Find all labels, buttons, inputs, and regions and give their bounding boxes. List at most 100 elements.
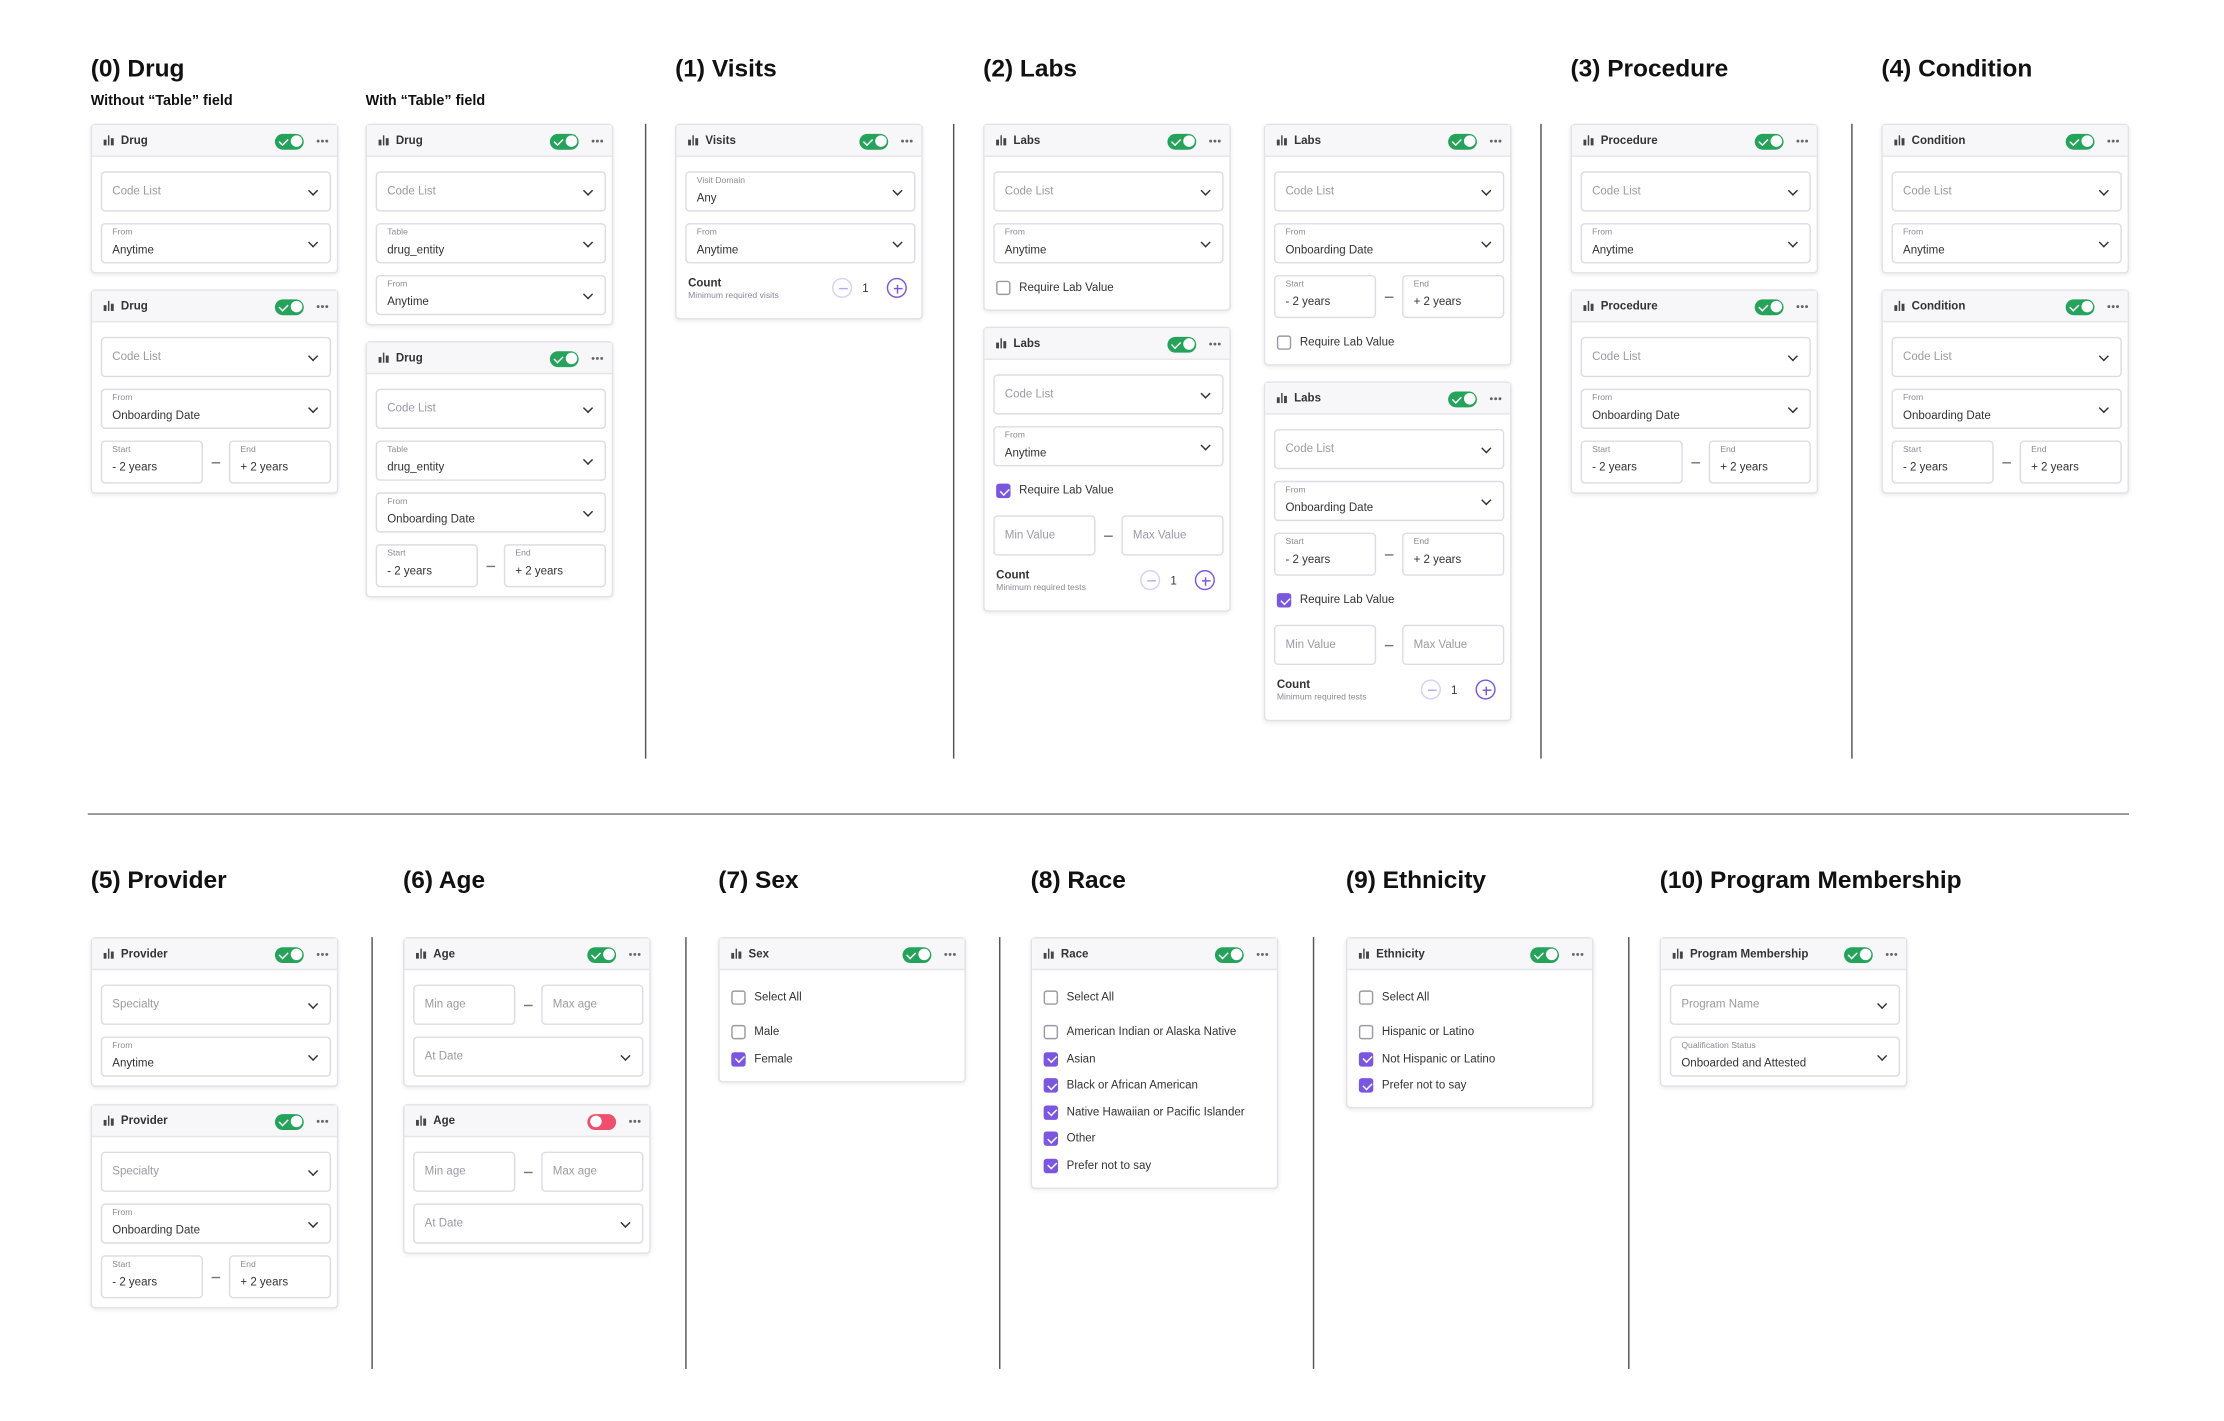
more-menu[interactable] bbox=[1209, 139, 1213, 143]
toggle[interactable] bbox=[1754, 133, 1784, 149]
checkbox[interactable] bbox=[731, 990, 746, 1005]
checkbox[interactable] bbox=[996, 483, 1011, 499]
checkbox[interactable] bbox=[731, 1024, 746, 1040]
input-field[interactable]: Start - 2 years bbox=[1273, 274, 1377, 319]
input-field[interactable]: Start - 2 years bbox=[375, 544, 478, 588]
select-field[interactable]: From Anytime bbox=[993, 426, 1224, 467]
toggle[interactable] bbox=[587, 1113, 617, 1130]
input-field[interactable]: End + 2 years bbox=[1708, 440, 1811, 484]
checkbox[interactable] bbox=[1043, 1078, 1059, 1093]
more-menu[interactable] bbox=[316, 305, 320, 309]
toggle[interactable] bbox=[859, 133, 889, 149]
toggle[interactable] bbox=[2065, 133, 2095, 149]
more-menu[interactable] bbox=[591, 139, 595, 143]
input-field[interactable]: Min age bbox=[413, 984, 516, 1025]
checkbox[interactable] bbox=[1043, 990, 1059, 1005]
more-menu[interactable] bbox=[901, 139, 905, 143]
checkbox[interactable] bbox=[1276, 593, 1292, 608]
more-menu[interactable] bbox=[629, 1119, 632, 1123]
checkbox[interactable] bbox=[996, 280, 1011, 296]
select-field[interactable]: From Onboarding Date bbox=[1580, 388, 1811, 429]
select-field[interactable]: Table drug_entity bbox=[375, 440, 607, 481]
more-menu[interactable] bbox=[1209, 342, 1213, 346]
select-field[interactable]: From Anytime bbox=[100, 223, 332, 264]
select-field[interactable]: From Onboarding Date bbox=[1273, 480, 1505, 522]
more-menu[interactable] bbox=[1796, 139, 1800, 143]
more-menu[interactable] bbox=[1885, 952, 1889, 956]
toggle[interactable] bbox=[1167, 336, 1197, 352]
select-field[interactable]: Code List bbox=[1580, 336, 1811, 378]
select-field[interactable]: Code List bbox=[993, 171, 1224, 212]
select-field[interactable]: From Onboarding Date bbox=[1273, 223, 1505, 264]
select-field[interactable]: At Date bbox=[413, 1036, 644, 1077]
input-field[interactable]: End + 2 years bbox=[228, 1255, 332, 1299]
toggle[interactable] bbox=[1448, 133, 1477, 149]
input-field[interactable]: Start - 2 years bbox=[100, 440, 203, 484]
input-field[interactable]: End + 2 years bbox=[228, 440, 332, 484]
select-field[interactable]: Program Name bbox=[1669, 984, 1901, 1025]
toggle[interactable] bbox=[549, 133, 579, 149]
more-menu[interactable] bbox=[1796, 305, 1800, 309]
input-field[interactable]: Min age bbox=[413, 1151, 516, 1192]
checkbox[interactable] bbox=[1043, 1131, 1059, 1146]
select-field[interactable]: Code List bbox=[375, 388, 607, 429]
input-field[interactable]: Min Value bbox=[1273, 624, 1377, 666]
input-field[interactable]: Start - 2 years bbox=[1891, 440, 1994, 484]
input-field[interactable]: Max age bbox=[541, 1151, 644, 1192]
select-field[interactable]: From Onboarding Date bbox=[100, 1203, 332, 1244]
select-field[interactable]: From Anytime bbox=[685, 223, 916, 264]
decrement-button[interactable] bbox=[832, 277, 853, 298]
select-field[interactable]: Qualification Status Onboarded and Attest… bbox=[1669, 1036, 1901, 1077]
more-menu[interactable] bbox=[1489, 397, 1493, 401]
more-menu[interactable] bbox=[316, 952, 320, 956]
checkbox[interactable] bbox=[1358, 1078, 1374, 1093]
input-field[interactable]: End + 2 years bbox=[2019, 440, 2122, 484]
select-field[interactable]: Code List bbox=[1891, 171, 2122, 212]
toggle[interactable] bbox=[1448, 390, 1477, 407]
input-field[interactable]: Start - 2 years bbox=[1273, 532, 1377, 576]
select-field[interactable]: Code List bbox=[993, 374, 1224, 415]
toggle[interactable] bbox=[1214, 946, 1244, 963]
input-field[interactable]: Max Value bbox=[1402, 624, 1505, 666]
select-field[interactable]: From Anytime bbox=[1891, 223, 2122, 264]
more-menu[interactable] bbox=[2107, 305, 2111, 309]
toggle[interactable] bbox=[1530, 946, 1559, 963]
more-menu[interactable] bbox=[944, 952, 948, 956]
checkbox[interactable] bbox=[1358, 1051, 1374, 1066]
select-field[interactable]: At Date bbox=[413, 1203, 644, 1244]
toggle[interactable] bbox=[274, 298, 304, 315]
select-field[interactable]: Visit Domain Any bbox=[685, 171, 916, 212]
select-field[interactable]: Table drug_entity bbox=[375, 223, 607, 264]
checkbox[interactable] bbox=[1358, 990, 1374, 1005]
decrement-button[interactable] bbox=[1420, 679, 1441, 700]
select-field[interactable]: Code List bbox=[1580, 171, 1811, 212]
select-field[interactable]: From Anytime bbox=[1580, 223, 1811, 264]
toggle[interactable] bbox=[549, 350, 579, 367]
toggle[interactable] bbox=[1167, 133, 1197, 149]
select-field[interactable]: From Onboarding Date bbox=[1891, 388, 2122, 429]
toggle[interactable] bbox=[1843, 946, 1873, 963]
increment-button[interactable] bbox=[1475, 679, 1496, 700]
select-field[interactable]: From Anytime bbox=[100, 1036, 332, 1077]
toggle[interactable] bbox=[2065, 298, 2095, 315]
toggle[interactable] bbox=[902, 946, 932, 963]
more-menu[interactable] bbox=[591, 356, 595, 360]
toggle[interactable] bbox=[274, 946, 304, 963]
decrement-button[interactable] bbox=[1140, 570, 1161, 591]
input-field[interactable]: Min Value bbox=[993, 515, 1096, 556]
toggle[interactable] bbox=[274, 1113, 304, 1130]
more-menu[interactable] bbox=[1489, 139, 1493, 143]
checkbox[interactable] bbox=[1043, 1158, 1059, 1173]
select-field[interactable]: From Anytime bbox=[993, 223, 1224, 264]
more-menu[interactable] bbox=[629, 952, 632, 956]
input-field[interactable]: End + 2 years bbox=[1402, 532, 1505, 576]
select-field[interactable]: Code List bbox=[100, 336, 332, 378]
more-menu[interactable] bbox=[2107, 139, 2111, 143]
input-field[interactable]: End + 2 years bbox=[1402, 274, 1505, 319]
more-menu[interactable] bbox=[316, 1119, 320, 1123]
input-field[interactable]: Max age bbox=[541, 984, 644, 1025]
toggle[interactable] bbox=[274, 133, 304, 149]
input-field[interactable]: Start - 2 years bbox=[100, 1255, 203, 1299]
more-menu[interactable] bbox=[316, 139, 320, 143]
select-field[interactable]: Code List bbox=[375, 171, 607, 212]
